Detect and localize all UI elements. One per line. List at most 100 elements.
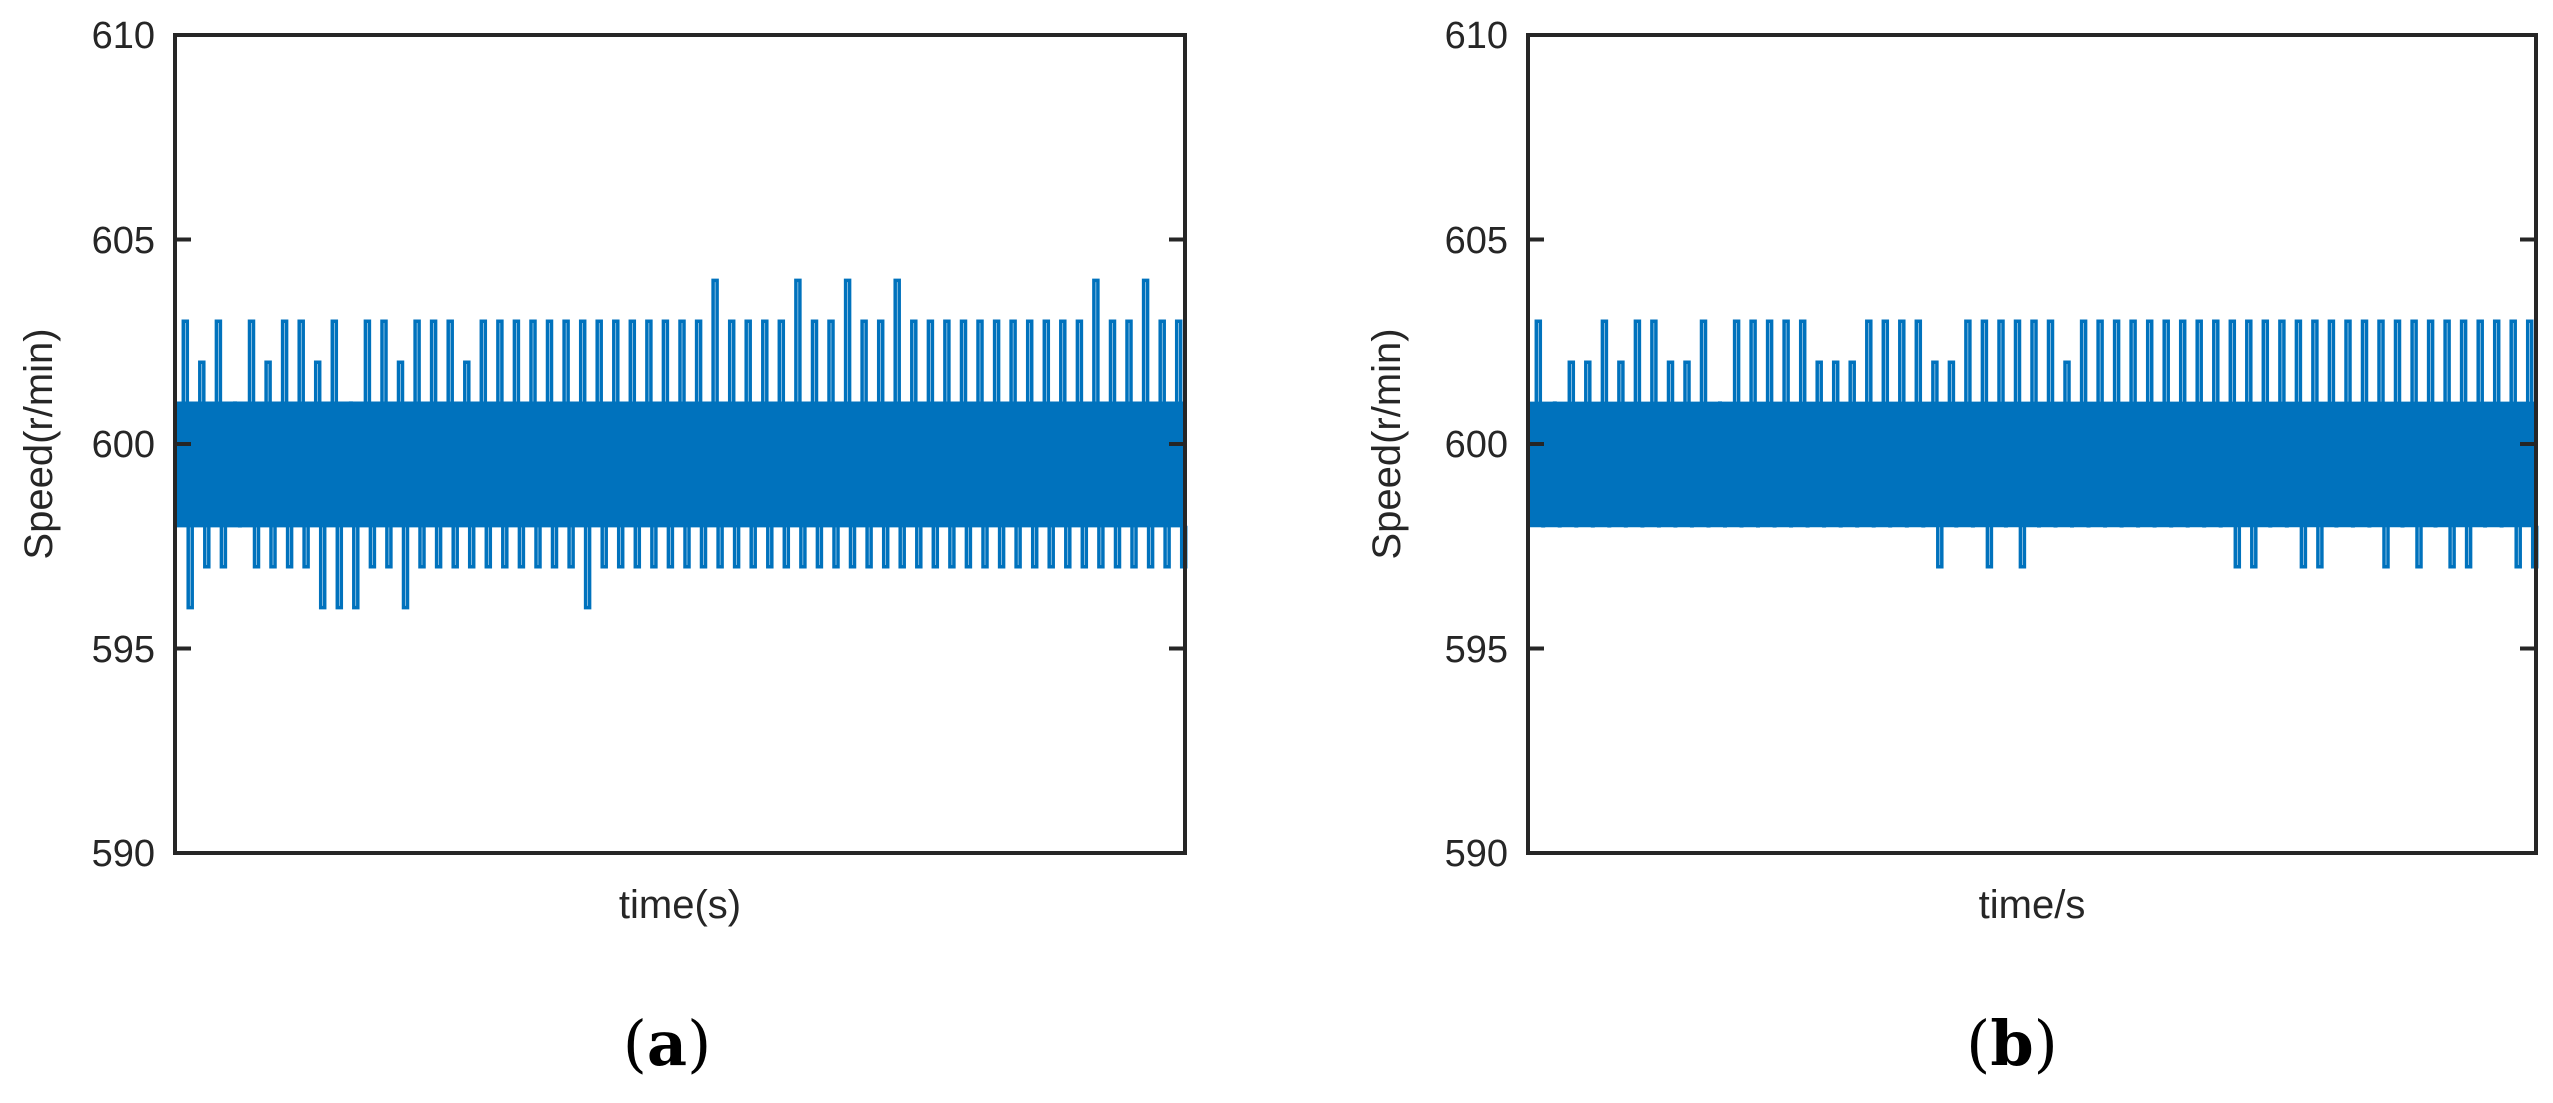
upper-spike-b (1782, 319, 1790, 404)
lower-spike-a (865, 525, 873, 569)
upper-spike-a (313, 360, 322, 404)
upper-spike-a (1108, 319, 1117, 404)
lower-spike-a (203, 525, 211, 569)
upper-spike-b (1848, 360, 1856, 404)
upper-spike-b (2525, 319, 2534, 404)
panel-label-b-letter: b (1990, 1007, 2033, 1080)
y-tick-label-605-a: 605 (92, 220, 155, 262)
y-tick-label-610-a: 610 (92, 15, 155, 57)
upper-spike-a (1158, 319, 1166, 404)
upper-spike-a (380, 319, 388, 404)
y-tick-label-605-b: 605 (1445, 220, 1508, 262)
y-axis-label-b: Speed(r/min) (1365, 328, 1409, 559)
upper-spike-a (777, 319, 786, 404)
lower-spike-a (931, 525, 940, 569)
upper-spike-b (1749, 319, 1757, 404)
lower-spike-a (699, 525, 708, 569)
lower-spike-a (401, 525, 410, 610)
lower-spike-a (683, 525, 691, 569)
y-ticks-a (175, 33, 1185, 855)
upper-spike-a (860, 319, 868, 404)
upper-spike-a (264, 360, 272, 404)
upper-spike-b (1881, 319, 1890, 404)
upper-spike-a (214, 319, 223, 404)
upper-spike-a (1042, 319, 1051, 404)
lower-spike-b (2415, 525, 2423, 569)
upper-spike-b (2459, 319, 2468, 404)
upper-spike-a (578, 319, 587, 404)
upper-spike-a (959, 319, 968, 404)
upper-spike-b (2426, 319, 2435, 404)
upper-spike-b (1699, 319, 1708, 404)
upper-spike-a (529, 319, 537, 404)
lower-spike-a (517, 525, 526, 569)
lower-spike-a (335, 525, 344, 610)
y-tick-label-610-b: 610 (1445, 15, 1508, 57)
lower-spike-a (666, 525, 675, 569)
upper-spike-a (645, 319, 653, 404)
upper-spike-b (2112, 319, 2121, 404)
y-axis-label-a: Speed(r/min) (17, 328, 61, 559)
upper-spike-a (976, 319, 984, 404)
upper-spike-b (1534, 319, 1543, 404)
lower-spike-a (501, 525, 509, 569)
upper-spike-b (2476, 319, 2484, 404)
lower-spike-b (2299, 525, 2308, 569)
lower-spike-a (186, 525, 194, 610)
lower-spike-a (1146, 525, 1155, 569)
lower-spike-a (600, 525, 608, 569)
upper-spike-b (1633, 319, 1642, 404)
upper-spike-a (429, 319, 438, 404)
upper-spike-b (2261, 319, 2270, 404)
upper-spike-a (198, 360, 206, 404)
upper-spike-b (1617, 360, 1625, 404)
lower-spike-a (832, 525, 840, 569)
lower-spike-a (1080, 525, 1089, 569)
upper-spike-a (247, 319, 256, 404)
upper-spike-b (2393, 319, 2402, 404)
upper-spike-a (1141, 278, 1150, 404)
lower-spike-a (964, 525, 973, 569)
panel-label-a-close: ) (687, 1007, 711, 1080)
upper-spike-b (2344, 319, 2352, 404)
upper-spike-a (479, 319, 488, 404)
upper-spike-b (1798, 319, 1807, 404)
lower-spike-a (269, 525, 277, 569)
panel-label-b-open: ( (1966, 1007, 1990, 1080)
upper-spike-b (1732, 319, 1741, 404)
lower-spike-a (616, 525, 625, 569)
upper-spike-a (512, 319, 521, 404)
upper-spike-b (2212, 319, 2220, 404)
upper-spike-b (2228, 319, 2237, 404)
upper-spike-b (2443, 319, 2451, 404)
lower-spike-a (881, 525, 890, 569)
upper-spike-b (2294, 319, 2303, 404)
lower-spike-a (318, 525, 327, 610)
upper-spike-b (2030, 319, 2038, 404)
y-tick-label-590-a: 590 (92, 833, 155, 875)
lower-spike-a (749, 525, 757, 569)
upper-spike-a (181, 319, 190, 404)
lower-spike-a (467, 525, 476, 569)
upper-spike-a (761, 319, 769, 404)
upper-spike-a (562, 319, 570, 404)
upper-spike-a (1092, 278, 1100, 404)
upper-spike-a (413, 319, 421, 404)
lower-spike-b (2464, 525, 2473, 569)
upper-spike-b (2245, 319, 2253, 404)
upper-spike-b (1765, 319, 1774, 404)
panel-label-a: (a) (623, 1007, 712, 1080)
panel-label-a-open: ( (623, 1007, 647, 1080)
upper-spike-b (1831, 360, 1840, 404)
lower-spike-a (716, 525, 724, 569)
upper-spike-b (1931, 360, 1939, 404)
lower-spike-a (848, 525, 857, 569)
upper-spike-a (727, 319, 736, 404)
upper-spike-b (1683, 360, 1691, 404)
upper-spike-b (2327, 319, 2336, 404)
lower-spike-a (252, 525, 261, 569)
lower-spike-a (352, 525, 360, 610)
upper-spike-b (1865, 319, 1873, 404)
upper-spike-a (910, 319, 918, 404)
upper-spike-b (1997, 319, 2005, 404)
